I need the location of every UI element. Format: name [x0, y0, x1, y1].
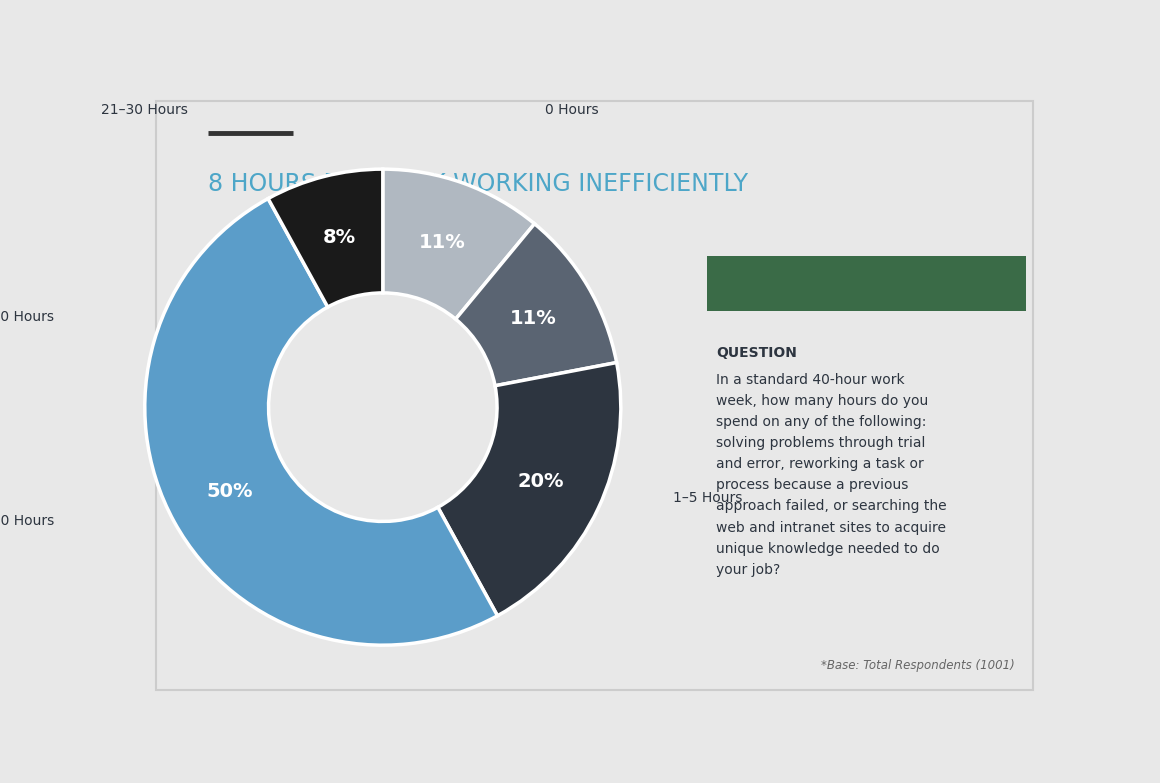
Text: 1–5 Hours: 1–5 Hours — [673, 491, 742, 504]
Wedge shape — [456, 224, 617, 386]
Text: 0 Hours: 0 Hours — [545, 103, 599, 117]
Wedge shape — [383, 169, 535, 319]
Text: In a standard 40-hour work
week, how many hours do you
spend on any of the follo: In a standard 40-hour work week, how man… — [716, 373, 947, 577]
Text: QUESTION: QUESTION — [716, 346, 797, 360]
Text: 50%: 50% — [206, 482, 253, 501]
Text: Mean Hours:: Mean Hours: — [722, 274, 850, 293]
Text: *Base: Total Respondents (1001): *Base: Total Respondents (1001) — [821, 659, 1015, 672]
Text: 20%: 20% — [517, 472, 565, 491]
Text: 11%: 11% — [510, 309, 557, 327]
FancyBboxPatch shape — [706, 255, 1025, 311]
Text: 8.47: 8.47 — [854, 273, 906, 294]
Wedge shape — [437, 363, 621, 615]
Text: 6–10 Hours: 6–10 Hours — [0, 514, 55, 529]
Text: 21–30 Hours: 21–30 Hours — [101, 103, 188, 117]
Text: 11%: 11% — [419, 233, 465, 252]
Text: 8%: 8% — [322, 228, 356, 247]
Wedge shape — [145, 199, 498, 645]
Wedge shape — [268, 169, 383, 307]
Text: 8 HOURS PER WEEK WORKING INEFFICIENTLY: 8 HOURS PER WEEK WORKING INEFFICIENTLY — [208, 172, 748, 197]
Text: 11–20 Hours: 11–20 Hours — [0, 310, 55, 323]
FancyBboxPatch shape — [155, 101, 1034, 690]
